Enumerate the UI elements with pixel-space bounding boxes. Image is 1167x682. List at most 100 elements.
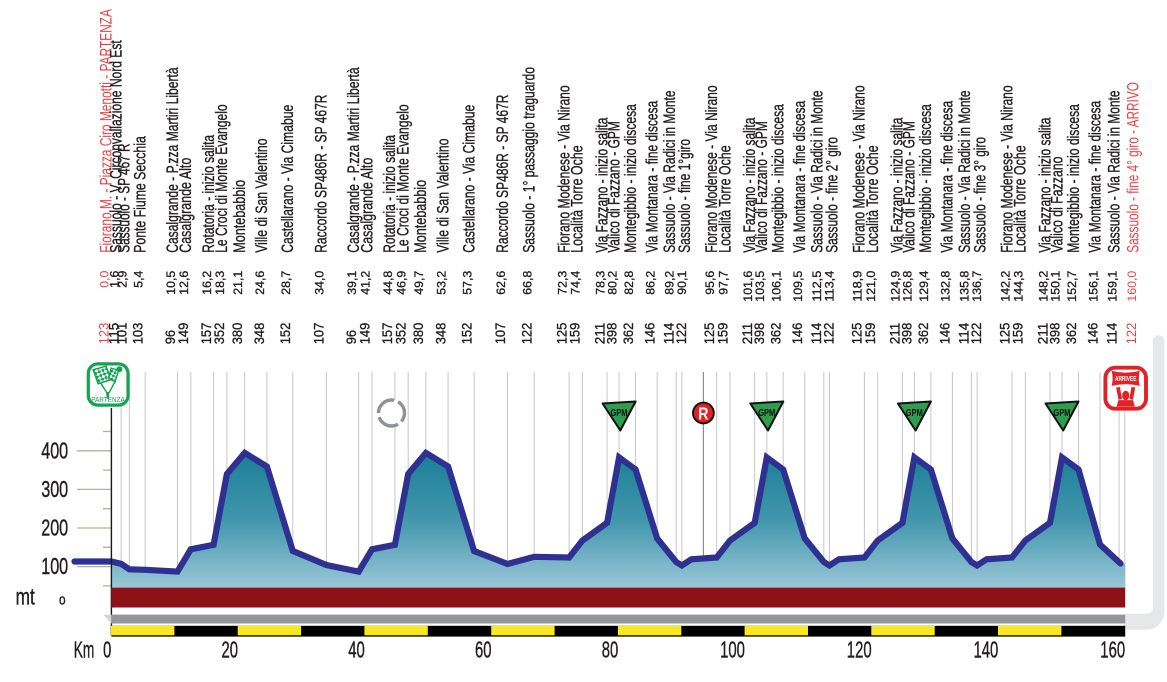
svg-text:122: 122 — [1123, 323, 1139, 345]
svg-text:Via Fazzano - inizio salita: Via Fazzano - inizio salita — [889, 117, 907, 253]
svg-text:352: 352 — [211, 323, 227, 345]
svg-text:122: 122 — [968, 323, 984, 345]
svg-text:46,9: 46,9 — [395, 271, 409, 295]
svg-text:122: 122 — [673, 323, 689, 345]
svg-text:100: 100 — [41, 553, 68, 579]
svg-text:101: 101 — [114, 323, 130, 345]
svg-text:40: 40 — [348, 637, 365, 663]
svg-text:124,9: 124,9 — [889, 271, 903, 302]
svg-text:118,9: 118,9 — [851, 271, 865, 302]
svg-text:149: 149 — [356, 323, 372, 345]
svg-text:362: 362 — [620, 323, 636, 345]
svg-text:Casalgrande Alto: Casalgrande Alto — [358, 158, 376, 253]
svg-text:28,7: 28,7 — [279, 271, 293, 295]
svg-text:Rotatoria - inizio salita: Rotatoria - inizio salita — [381, 134, 399, 253]
svg-text:Sassuolo - fine 4° giro - ARRI: Sassuolo - fine 4° giro - ARRIVO — [1124, 82, 1142, 253]
svg-text:Sassuolo - Via Radici in Monte: Sassuolo - Via Radici in Monte — [1105, 91, 1123, 253]
svg-text:122: 122 — [519, 323, 535, 345]
svg-text:114: 114 — [808, 323, 824, 345]
svg-text:125: 125 — [849, 323, 865, 345]
svg-text:146: 146 — [789, 323, 805, 345]
svg-text:Casalgrande - P.zza Martiri Li: Casalgrande - P.zza Martiri Libertà — [164, 67, 182, 253]
svg-text:114: 114 — [956, 323, 972, 345]
svg-text:GPM: GPM — [611, 407, 628, 419]
svg-text:211: 211 — [1034, 323, 1050, 345]
svg-text:112,5: 112,5 — [810, 271, 824, 302]
svg-text:125: 125 — [553, 323, 569, 345]
svg-text:157: 157 — [198, 323, 214, 345]
svg-text:Fiorano Modenese - Via Nirano: Fiorano Modenese - Via Nirano — [703, 85, 721, 252]
svg-text:R: R — [698, 404, 708, 424]
svg-text:300: 300 — [41, 476, 68, 502]
svg-text:352: 352 — [393, 323, 409, 345]
svg-text:211: 211 — [887, 323, 903, 345]
svg-text:107: 107 — [492, 323, 508, 345]
svg-text:66,8: 66,8 — [521, 271, 535, 295]
svg-text:62,6: 62,6 — [494, 271, 508, 295]
svg-text:122: 122 — [821, 323, 837, 345]
svg-text:135,8: 135,8 — [958, 271, 972, 302]
svg-text:136,7: 136,7 — [970, 271, 984, 302]
svg-text:Sassuolo - fine 1°giro: Sassuolo - fine 1°giro — [676, 139, 694, 253]
svg-text:123: 123 — [95, 323, 111, 345]
svg-text:Fiorano Modenese - Via Nirano: Fiorano Modenese - Via Nirano — [851, 85, 869, 252]
svg-text:160: 160 — [1100, 637, 1125, 663]
svg-text:60: 60 — [475, 637, 492, 663]
svg-text:96: 96 — [343, 330, 359, 345]
svg-text:Località Torre Oche: Località Torre Oche — [716, 145, 734, 252]
svg-text:GPM: GPM — [906, 407, 923, 419]
svg-text:Raccordo SP486R - SP 467R: Raccordo SP486R - SP 467R — [494, 94, 512, 252]
svg-text:362: 362 — [768, 323, 784, 345]
svg-text:144,3: 144,3 — [1012, 271, 1026, 302]
svg-text:Ville di San Valentino: Ville di San Valentino — [434, 139, 452, 253]
svg-text:Via Fazzano - inizio salita: Via Fazzano - inizio salita — [1036, 117, 1054, 253]
svg-text:Valico di Fazzano - GPM: Valico di Fazzano - GPM — [901, 121, 919, 253]
svg-text:Montebabbio: Montebabbio — [412, 180, 430, 253]
svg-text:Località Torre Oche: Località Torre Oche — [569, 145, 587, 252]
svg-text:149: 149 — [175, 323, 191, 345]
svg-text:103,5: 103,5 — [753, 271, 767, 302]
svg-text:160,0: 160,0 — [1125, 271, 1139, 302]
svg-text:Valico di Fazzano - GPM: Valico di Fazzano - GPM — [605, 121, 623, 253]
svg-text:125: 125 — [996, 323, 1012, 345]
svg-text:Casalgrande - P.zza Martiri Li: Casalgrande - P.zza Martiri Libertà — [345, 67, 363, 253]
svg-text:57,3: 57,3 — [460, 271, 474, 295]
svg-text:152,7: 152,7 — [1065, 271, 1079, 302]
svg-text:16,2: 16,2 — [200, 271, 214, 295]
svg-text:129,4: 129,4 — [917, 271, 931, 302]
svg-text:120: 120 — [847, 637, 872, 663]
svg-text:44,8: 44,8 — [381, 271, 395, 295]
svg-text:103: 103 — [130, 323, 146, 345]
svg-text:PARTENZA: PARTENZA — [91, 395, 125, 404]
svg-text:140: 140 — [974, 637, 999, 663]
svg-text:200: 200 — [41, 515, 68, 541]
svg-text:Castellarano - Via Cimabue: Castellarano - Via Cimabue — [279, 105, 297, 253]
svg-text:34,0: 34,0 — [313, 271, 327, 295]
svg-text:89,2: 89,2 — [663, 271, 677, 295]
svg-text:Montegibbio - inizio discesa: Montegibbio - inizio discesa — [622, 103, 640, 252]
svg-text:348: 348 — [251, 323, 267, 345]
svg-text:146: 146 — [642, 323, 658, 345]
svg-text:5,4: 5,4 — [132, 271, 146, 288]
svg-text:GPM: GPM — [1053, 407, 1070, 419]
svg-text:Montegibbio - inizio discesa: Montegibbio - inizio discesa — [1065, 103, 1083, 252]
svg-text:0,0: 0,0 — [97, 271, 111, 288]
svg-text:152: 152 — [277, 323, 293, 345]
svg-text:Sassuolo - SP 467 R: Sassuolo - SP 467 R — [116, 143, 134, 252]
svg-text:114: 114 — [661, 323, 677, 345]
svg-text:80,2: 80,2 — [605, 271, 619, 295]
svg-text:106,1: 106,1 — [770, 271, 784, 302]
svg-text:21,1: 21,1 — [231, 271, 245, 295]
svg-text:101,6: 101,6 — [741, 271, 755, 302]
svg-text:115: 115 — [105, 323, 121, 345]
svg-text:398: 398 — [603, 323, 619, 345]
svg-text:12,6: 12,6 — [177, 271, 191, 295]
svg-text:113,4: 113,4 — [823, 271, 837, 302]
svg-text:125: 125 — [701, 323, 717, 345]
svg-text:Le Croci di Monte Evangelo: Le Croci di Monte Evangelo — [213, 104, 231, 252]
svg-text:Via Montanara - fine discesa: Via Montanara - fine discesa — [939, 100, 957, 253]
svg-text:ARRIVEE: ARRIVEE — [1115, 374, 1137, 383]
svg-text:41,2: 41,2 — [358, 271, 372, 295]
svg-text:Via Montanara - fine discesa: Via Montanara - fine discesa — [1086, 100, 1104, 253]
svg-text:398: 398 — [751, 323, 767, 345]
